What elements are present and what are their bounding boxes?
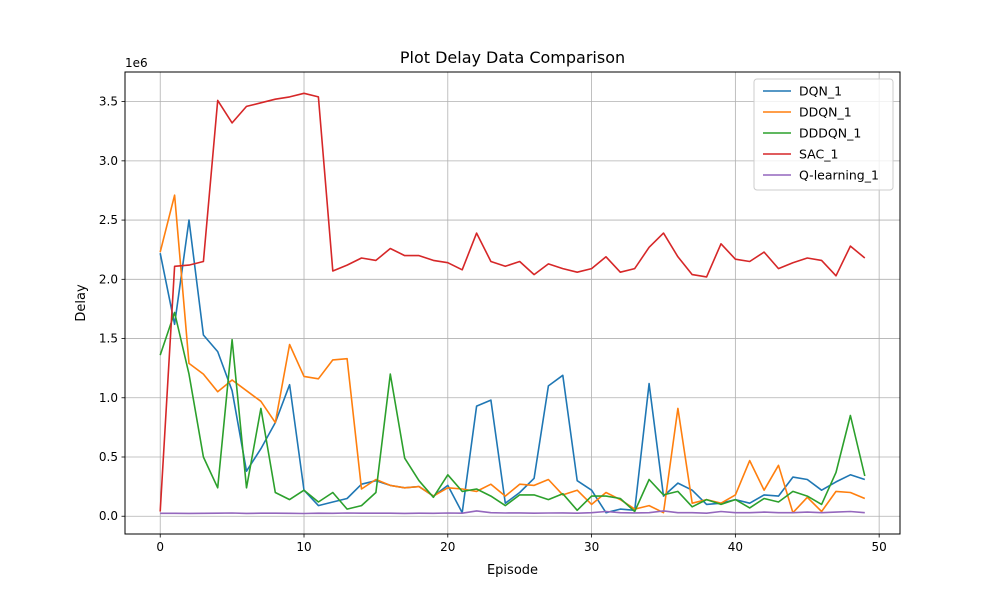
x-tick-label: 30 [584,540,599,554]
series-line-dqn-1 [159,219,866,514]
legend-label-dddqn-1: DDDQN_1 [799,126,861,141]
legend-label-dqn-1: DQN_1 [799,84,842,99]
x-tick-label: 10 [296,540,311,554]
y-tick-label: 1.5 [99,332,118,346]
y-tick-label: 3.0 [99,154,118,168]
y-axis-scale-label: 1e6 [125,56,148,70]
y-tick-label: 2.5 [99,213,118,227]
x-tick-label: 20 [440,540,455,554]
chart-title: Plot Delay Data Comparison [400,48,625,67]
legend-label-ddqn-1: DDQN_1 [799,105,852,120]
grid [125,72,900,534]
x-tick-label: 0 [156,540,164,554]
series-line-ddqn-1 [159,194,866,514]
x-tick-label: 50 [872,540,887,554]
y-tick-label: 0.5 [99,450,118,464]
x-tick-label: 40 [728,540,743,554]
series-line-dddqn-1 [159,311,866,513]
legend-box [753,78,894,191]
x-axis-label: Episode [487,563,538,578]
legend-label-q-learning-1: Q-learning_1 [799,168,879,183]
legend-label-sac-1: SAC_1 [799,147,838,162]
plot-area-frame [124,71,901,535]
y-axis-label: Delay [74,284,89,322]
y-tick-label: 1.0 [99,391,118,405]
series-line-q-learning-1 [160,510,865,515]
series-lines [159,92,866,515]
legend: DQN_1 DDQN_1 DDDQN_1 SAC_1 Q-learning_1 [753,78,894,191]
y-tick-label: 2.0 [99,272,118,286]
axis-ticks: 0 10 20 30 40 50 0.0 0.5 1.0 1.5 2.0 2.5 3.0 3.5 [99,95,887,554]
y-tick-label: 3.5 [99,95,118,109]
y-tick-label: 0.0 [99,509,118,523]
series-line-sac-1 [159,92,866,512]
